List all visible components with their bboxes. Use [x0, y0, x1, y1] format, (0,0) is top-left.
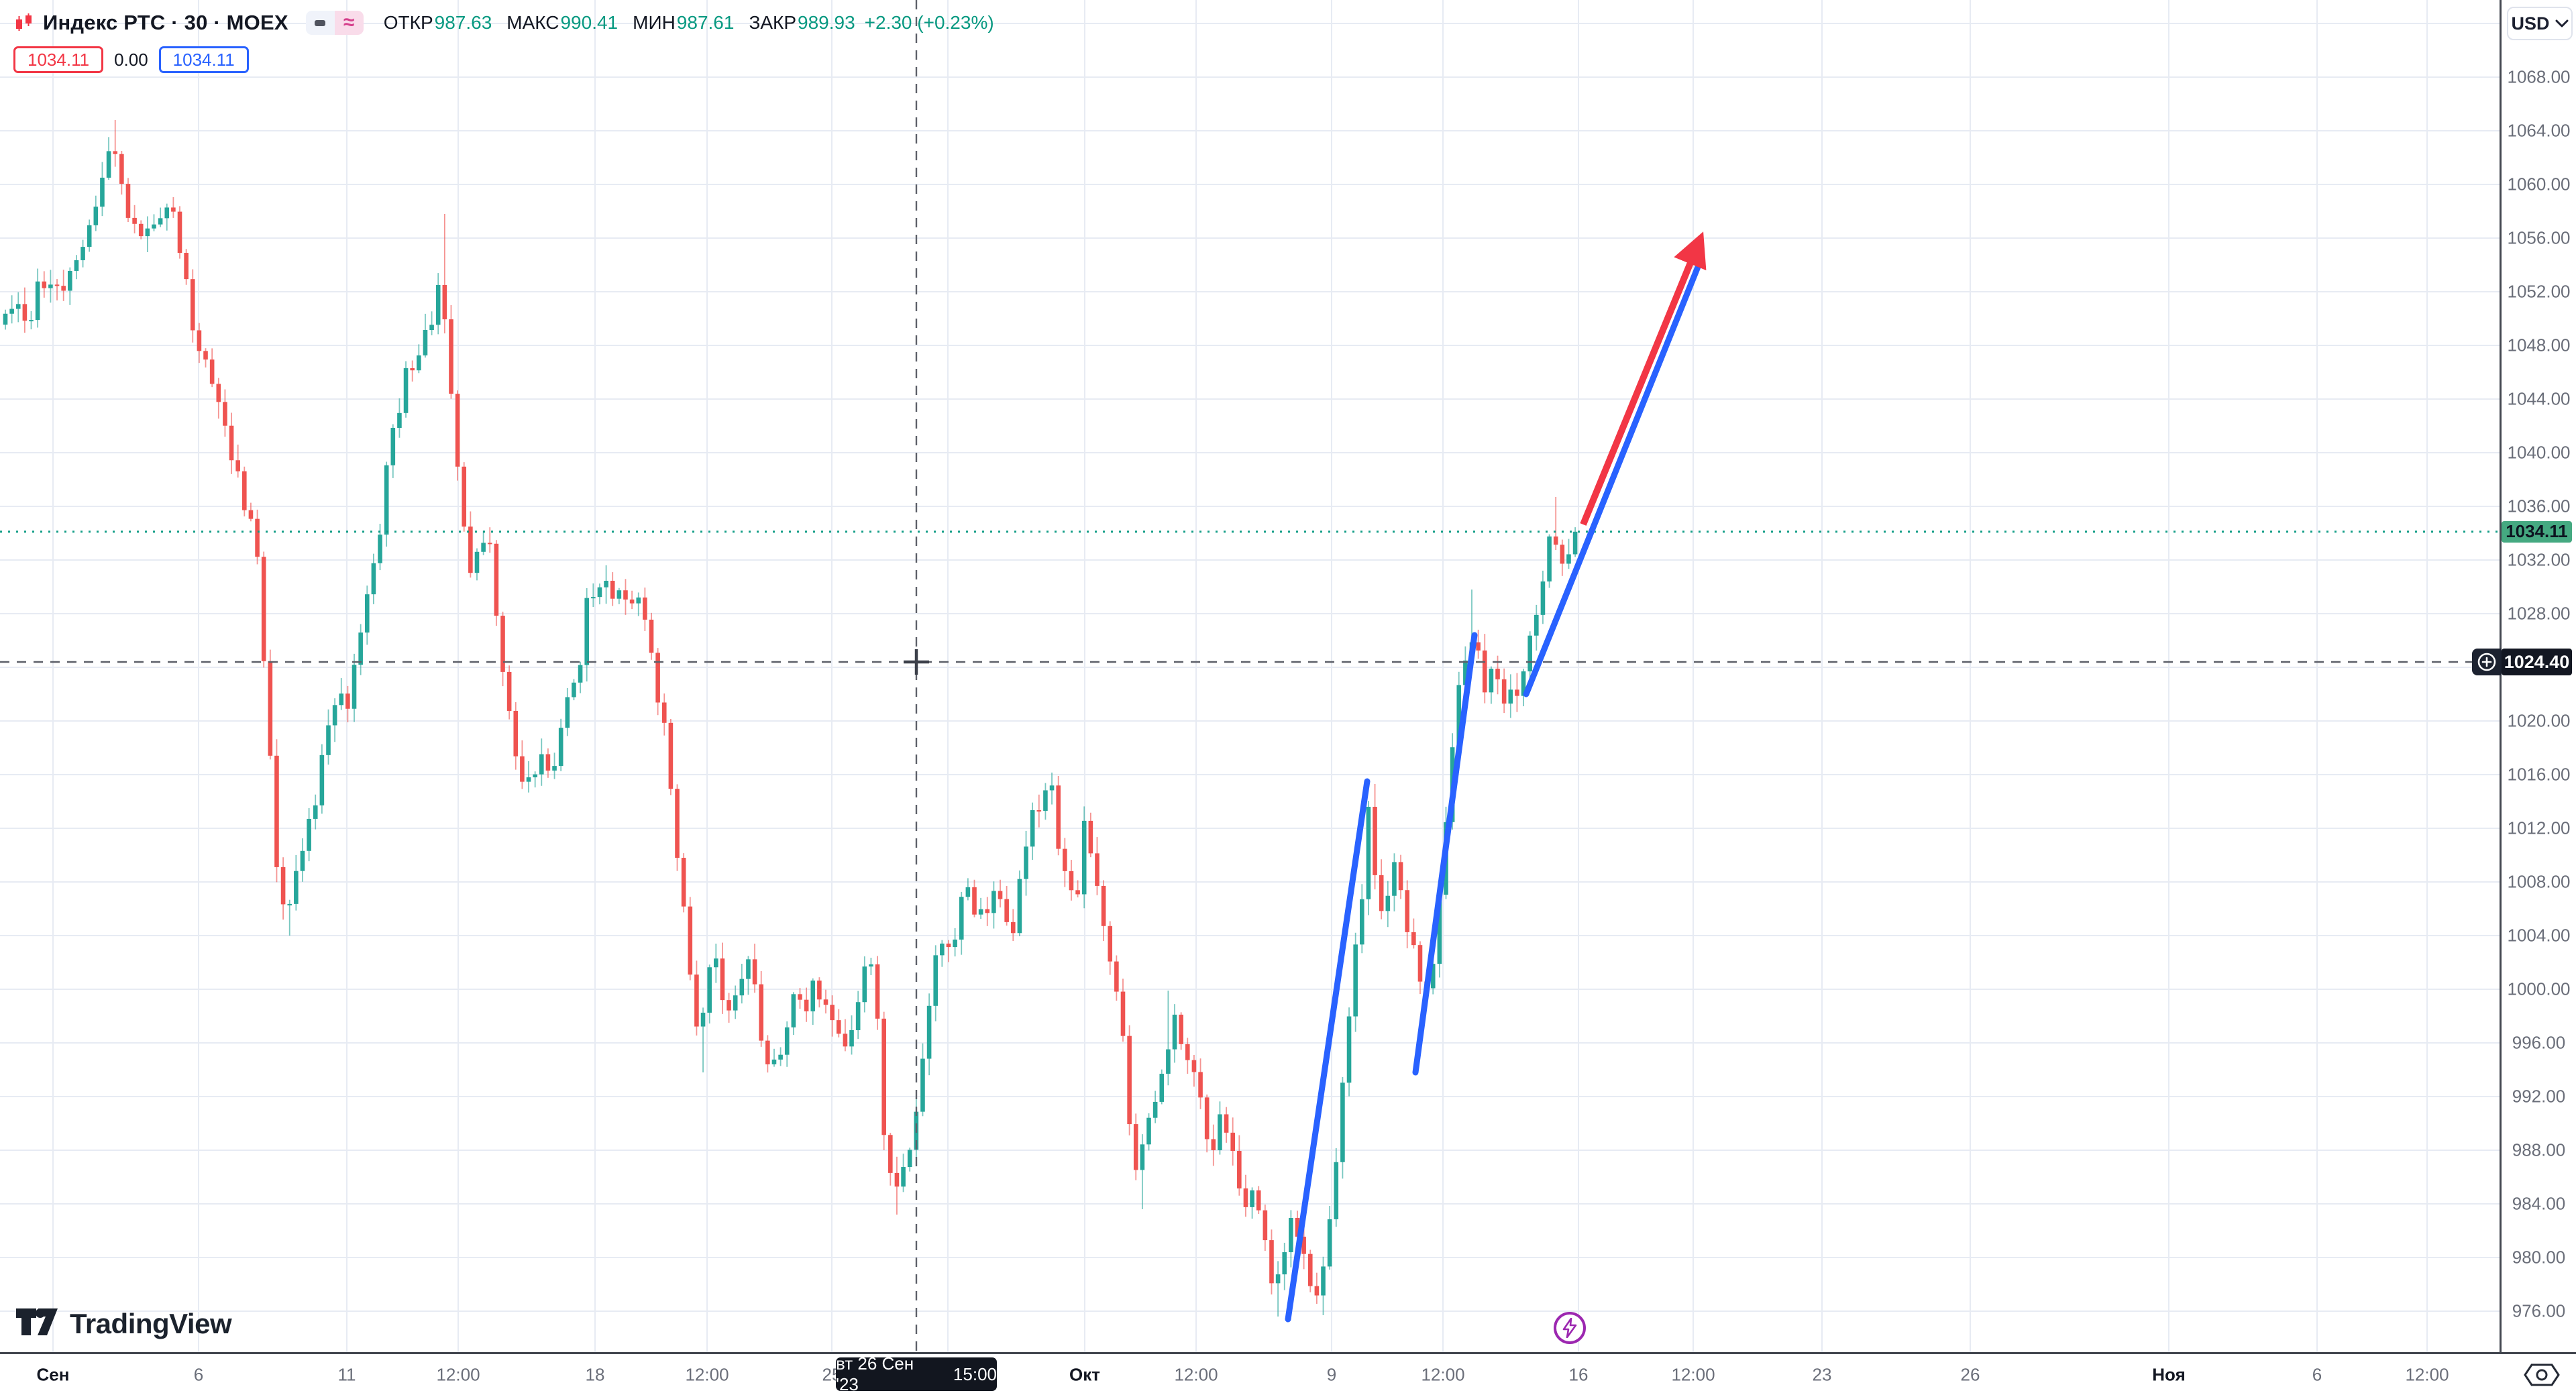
- add-alert-plus-button[interactable]: [2472, 649, 2502, 675]
- price-tick-label: 1012.00: [2507, 818, 2571, 838]
- low-label: МИН: [633, 12, 676, 33]
- axis-settings-eye-icon[interactable]: [2522, 1362, 2561, 1391]
- chevron-down-icon: [2555, 19, 2568, 27]
- minimize-toggle-button[interactable]: [305, 11, 335, 35]
- price-tick-label: 976.00: [2512, 1300, 2566, 1321]
- red-candles-icon: [13, 12, 35, 34]
- price-tick-label: 1052.00: [2507, 281, 2571, 302]
- position-pl-value: 0.00: [114, 49, 148, 70]
- price-tick-label: 1048.00: [2507, 335, 2571, 355]
- lightning-button[interactable]: [1554, 1312, 1586, 1344]
- close-label: ЗАКР: [749, 12, 797, 33]
- price-tick-label: 1028.00: [2507, 603, 2571, 624]
- tradingview-wordmark: TradingView: [70, 1308, 232, 1339]
- high-value: 990.41: [560, 12, 619, 33]
- time-tick-label: Окт: [1069, 1364, 1100, 1384]
- price-tick-label: 992.00: [2512, 1086, 2566, 1107]
- price-tick-label: 988.00: [2512, 1139, 2566, 1160]
- price-tick-label: 1044.00: [2507, 388, 2571, 409]
- time-tick-label: 6: [193, 1364, 204, 1384]
- price-tick-label: 1000.00: [2507, 979, 2571, 999]
- price-tick-label: 1020.00: [2507, 710, 2571, 731]
- price-tick-label: 980.00: [2512, 1247, 2566, 1268]
- price-tick-label: 1032.00: [2507, 549, 2571, 570]
- time-tick-label: 12:00: [436, 1364, 480, 1384]
- grid-lines: [0, 0, 2500, 1352]
- price-tick-label: 1004.00: [2507, 925, 2571, 946]
- close-value: 989.93: [798, 12, 855, 33]
- time-tick-label: 16: [1568, 1364, 1589, 1384]
- crosshair-time-tooltip: вт 26 Сен '23 15:00: [836, 1353, 997, 1394]
- time-tick-label: Сен: [36, 1364, 70, 1384]
- symbol-title[interactable]: Индекс РТС · 30 · MOEX: [43, 11, 288, 34]
- minimize-icon: [315, 19, 326, 26]
- price-tick-label: 1040.00: [2507, 442, 2571, 463]
- open-label: ОТКР: [383, 12, 433, 33]
- time-tick-label: 12:00: [2405, 1364, 2449, 1384]
- price-tick-label: 996.00: [2512, 1032, 2566, 1053]
- low-value: 987.61: [676, 12, 735, 33]
- open-value: 987.63: [434, 12, 492, 33]
- time-tick-label: 11: [337, 1364, 356, 1384]
- time-tick-label: 12:00: [1671, 1364, 1715, 1384]
- price-tick-label: 1008.00: [2507, 871, 2571, 892]
- change-value: +2.30 (+0.23%): [864, 12, 994, 33]
- currency-selector-button[interactable]: USD: [2507, 7, 2573, 40]
- tooltip-time: 15:00: [953, 1363, 997, 1384]
- price-tick-label: 1016.00: [2507, 764, 2571, 785]
- blue-trendline: [1412, 632, 1478, 1076]
- time-tick-label: 12:00: [1174, 1364, 1218, 1384]
- price-axis[interactable]: USD 1068.00 1064.00 1060.00 1056.00 1052.00 1…: [2500, 0, 2576, 1352]
- time-axis[interactable]: Сен 6 11 12:00 18 12:00 25 Окт 12:00 9 12:00 16 12:0…: [0, 1352, 2576, 1395]
- blue-trendline: [1285, 778, 1371, 1323]
- time-tick-label: 26: [1960, 1364, 1980, 1384]
- currency-label: USD: [2511, 13, 2550, 34]
- tradingview-mark-icon: [16, 1308, 58, 1335]
- series-toggle-group: ≈: [305, 11, 364, 35]
- ohlc-readout: ОТКР 987.63 МАКС 990.41 МИН 987.61 ЗАКР …: [384, 12, 994, 34]
- time-tick-label: 12:00: [685, 1364, 729, 1384]
- tooltip-date: вт 26 Сен '23: [836, 1353, 914, 1394]
- time-tick-label: 23: [1812, 1364, 1832, 1384]
- chart-legend: Индекс РТС · 30 · MOEX ≈ ОТКР 987.63 МАК…: [13, 9, 994, 73]
- red-arrow: [1580, 231, 1707, 526]
- price-tick-label: 1036.00: [2507, 496, 2571, 516]
- price-tick-label: 1064.00: [2507, 120, 2571, 141]
- price-tick-label: 1068.00: [2507, 66, 2571, 87]
- time-tick-label: 12:00: [1421, 1364, 1465, 1384]
- approx-icon: ≈: [343, 11, 355, 34]
- circle-plus-icon: [2477, 653, 2496, 671]
- order-price-chip[interactable]: 1034.11: [158, 46, 249, 73]
- similar-symbols-button[interactable]: ≈: [334, 11, 364, 35]
- time-tick-label: Ноя: [2152, 1364, 2186, 1384]
- time-tick-label: 6: [2312, 1364, 2322, 1384]
- price-tick-label: 1056.00: [2507, 227, 2571, 248]
- tradingview-logo[interactable]: TradingView: [16, 1308, 232, 1340]
- alert-price-chip[interactable]: 1034.11: [13, 46, 104, 73]
- drawing-annotations[interactable]: [1285, 231, 1707, 1323]
- blue-trendline: [1523, 264, 1701, 698]
- price-tick-label: 984.00: [2512, 1193, 2566, 1214]
- time-tick-label: 9: [1326, 1364, 1337, 1384]
- price-tick-label: 1060.00: [2507, 174, 2571, 194]
- last-price-label: 1034.11: [2502, 520, 2572, 543]
- time-tick-label: 18: [585, 1364, 605, 1384]
- candlestick-series: [3, 120, 1578, 1317]
- crosshair-price-label: 1024.40: [2502, 649, 2572, 675]
- high-label: МАКС: [506, 12, 559, 33]
- lightning-icon: [1562, 1318, 1577, 1338]
- crosshair: [0, 0, 2500, 1352]
